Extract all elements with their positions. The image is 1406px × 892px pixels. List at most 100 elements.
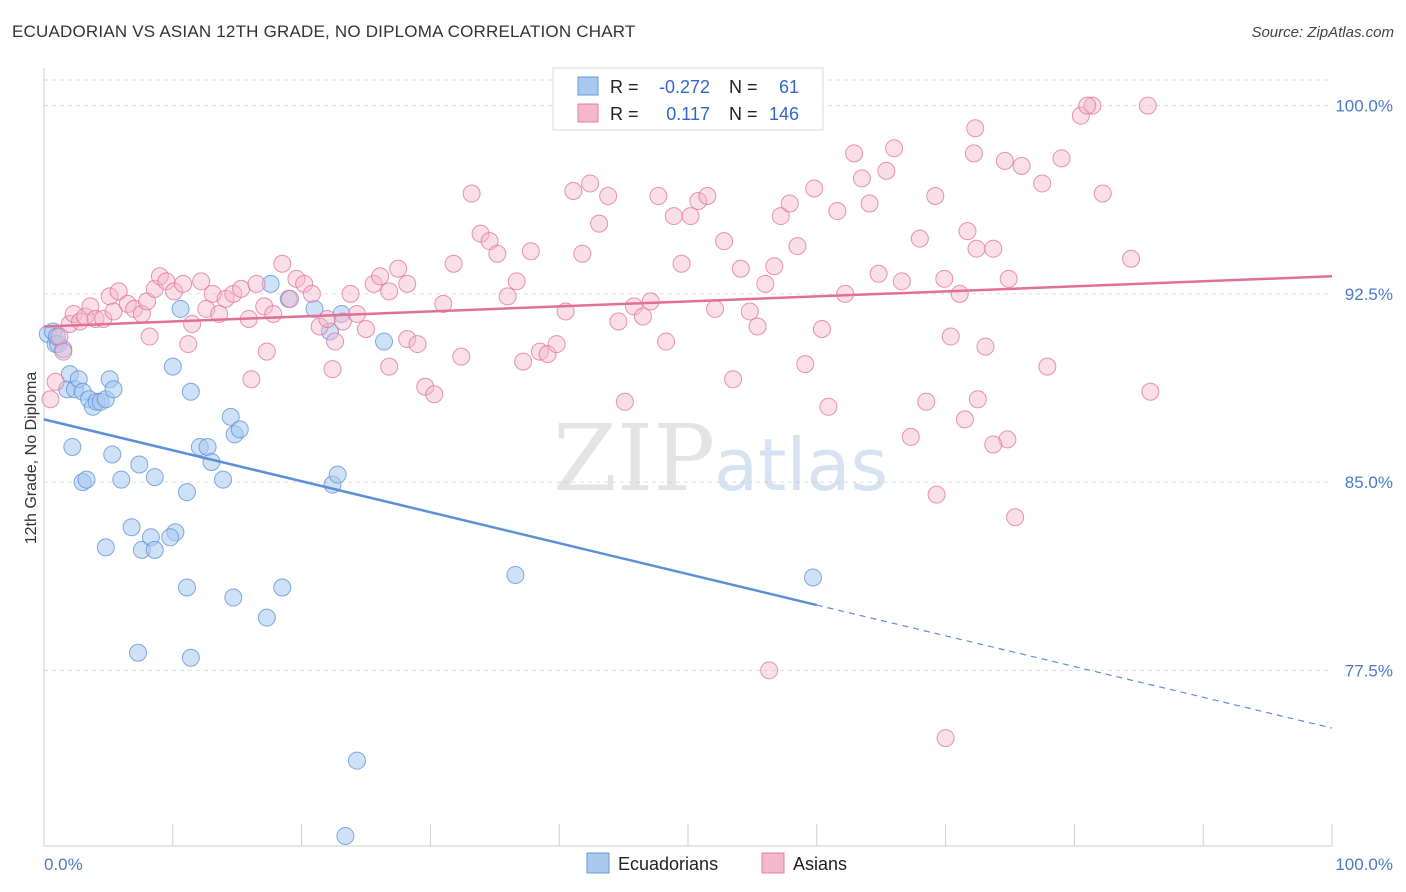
asian-point [649,186,668,205]
legend-r-value-2: 0.117 [666,104,710,124]
asian-point [242,370,261,389]
ecuadorian-point [305,299,324,318]
asian-point [174,274,193,293]
legend-bottom-label-ecuadorians: Ecuadorians [618,854,718,874]
watermark-atlas: atlas [714,423,888,507]
asian-point [50,327,69,346]
legend-swatch-ecuadorians [577,76,599,96]
legend-n-label-1: N = [729,77,758,97]
asian-point [731,259,750,278]
asian-point [273,254,292,273]
asian-point [1038,357,1057,376]
asian-point [828,202,847,221]
asian-point [1093,184,1112,203]
ecuadorian-point [506,565,525,584]
asian-point [1052,149,1071,168]
ecuadorian-point [261,274,280,293]
legend-bottom-swatch-asians [761,852,785,874]
asian-point [845,144,864,163]
asian-point [852,169,871,188]
asian-point [1141,382,1160,401]
trend-line-ecuadorians [43,418,818,607]
asian-point [192,272,211,291]
ecuadorian-point [145,468,164,487]
legend-n-value-1: 61 [779,77,799,97]
legend-r-label-1: R = [610,77,639,97]
asian-point [488,244,507,263]
asian-point [398,330,417,349]
asian-point [281,289,300,308]
asian-point [64,304,83,323]
ecuadorian-point [328,465,347,484]
asian-point [310,317,329,336]
legend-top: R = -0.272 N = 61 R = 0.117 N = 146 [552,67,824,131]
legend-n-value-2: 146 [769,104,799,124]
asian-point [819,397,838,416]
ecuadorian-point [104,380,123,399]
asian-point [967,239,986,258]
asian-point [995,151,1014,170]
asian-point [452,347,471,366]
asian-point [507,272,526,291]
y-tick-label: 77.5% [1345,661,1393,680]
asian-point [765,257,784,276]
asian-point [1083,96,1102,115]
asian-point [1138,96,1157,115]
asian-point [964,144,983,163]
asian-point [364,274,383,293]
asian-point [357,320,375,339]
asian-point [323,360,342,379]
asian-point [1006,508,1025,527]
asian-point [109,282,128,301]
ecuadorian-point [77,470,96,489]
asian-point [581,174,600,193]
asian-point [333,312,352,331]
asian-point [326,332,345,351]
asian-point [498,287,517,306]
asian-point [179,335,198,354]
asian-point [935,269,954,288]
ecuadorian-point [214,470,233,489]
y-tick-label: 92.5% [1345,285,1393,304]
series-ecuadorians [38,274,822,845]
legend-bottom-swatch-ecuadorians [586,852,610,874]
asian-point [788,237,807,256]
asian-point [398,274,417,293]
asian-point [869,264,888,283]
legend-bottom-label-asians: Asians [793,854,847,874]
asian-point [689,192,708,211]
asian-point [950,284,969,303]
ecuadorian-point [145,540,164,559]
asian-point [1078,96,1097,115]
asian-point [805,179,824,198]
ecuadorian-point [181,648,200,667]
asian-point [547,335,566,354]
asian-point [389,259,408,278]
asian-point [380,357,399,376]
asian-point [295,274,314,293]
ecuadorian-point [224,588,243,607]
data-points [38,96,1160,845]
asian-point [812,320,831,339]
ecuadorian-point [177,578,196,597]
asian-point [371,267,390,286]
ecuadorian-point [122,518,141,537]
y-tick-labels: 77.5% 85.0% 92.5% 100.0% [1335,97,1393,681]
asian-point [302,284,321,303]
asian-point [885,139,904,158]
asian-point [573,244,592,263]
asian-point [615,392,634,411]
asian-point [926,186,945,205]
asian-point [564,181,583,200]
ecuadorian-point [171,299,190,318]
asian-point [633,307,652,326]
asian-point [46,372,65,391]
ecuadorian-point [103,445,122,464]
watermark-zip: ZIP [553,405,715,512]
ecuadorian-point [130,455,149,474]
asian-point [706,299,725,318]
asian-point [100,287,119,306]
asian-point [54,342,73,361]
gridlines [44,79,1332,671]
